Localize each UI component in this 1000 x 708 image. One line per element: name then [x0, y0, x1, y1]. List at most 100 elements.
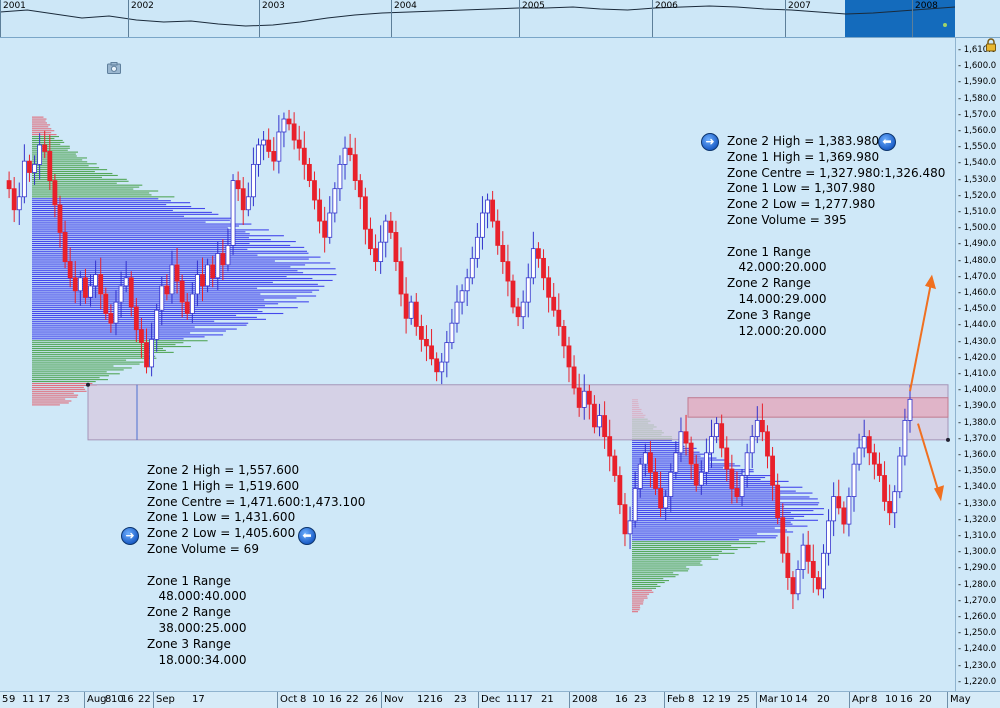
- profile-bar: [32, 266, 291, 268]
- candle-body: [530, 248, 536, 279]
- profile-bar: [32, 340, 208, 342]
- annotation-line: Zone Centre = 1,327.980:1,326.480: [727, 165, 946, 180]
- y-axis[interactable]: - 1,610.0 - 1,600.0 - 1,590.0 - 1,580.0 - 1,…: [955, 38, 1000, 691]
- profile-bar: [632, 535, 778, 537]
- y-tick-label: - 1,440.0: [958, 320, 997, 331]
- overview-year-label: 2004: [394, 1, 417, 11]
- profile-bar: [632, 459, 726, 461]
- profile-bar: [632, 471, 754, 473]
- chart-plot-area[interactable]: [0, 38, 955, 691]
- y-tick-label: - 1,610.0: [958, 44, 997, 55]
- candle-body: [220, 253, 226, 266]
- profile-bar: [32, 309, 258, 311]
- profile-bar: [32, 289, 320, 291]
- profile-bar: [32, 241, 296, 243]
- candle-body: [658, 488, 663, 509]
- candle-body: [759, 420, 765, 433]
- x-axis[interactable]: 5 9 11 17 23 Aug 8 10 16 22 Sep 17 Oct 8 10 16 22 26 Nov 12…: [0, 691, 1000, 708]
- profile-bar: [32, 318, 266, 320]
- candle-body: [327, 212, 333, 238]
- candle-body: [749, 436, 755, 454]
- candle-body: [296, 139, 302, 149]
- camera-icon[interactable]: [107, 62, 121, 74]
- profile-bar: [32, 136, 59, 138]
- profile-bar: [32, 229, 269, 231]
- annotation-line: 18.000:34.000: [147, 652, 247, 667]
- candle-body: [261, 139, 266, 146]
- profile-bar: [32, 196, 175, 198]
- candle-body: [108, 313, 114, 324]
- profile-bar: [32, 353, 144, 355]
- x-tick-label: 10: [885, 694, 898, 705]
- candle-body: [490, 199, 496, 222]
- profile-bar: [32, 165, 89, 167]
- y-tick-label: - 1,520.0: [958, 190, 997, 201]
- annotation-line: Zone 1 Low = 1,307.980: [727, 181, 876, 196]
- candle-body: [154, 309, 160, 340]
- profile-bar: [32, 155, 77, 157]
- y-tick-label: - 1,600.0: [958, 61, 997, 72]
- profile-bar: [632, 566, 687, 568]
- candle-body: [139, 329, 144, 344]
- candle-body: [576, 387, 582, 408]
- profile-bar: [632, 597, 648, 599]
- profile-bar: [632, 490, 796, 492]
- arrow-left-circle-icon[interactable]: ⬅: [298, 527, 316, 545]
- y-tick-label: - 1,240.0: [958, 644, 997, 655]
- candle-body: [841, 507, 847, 525]
- profile-bar: [632, 502, 820, 504]
- profile-bar: [632, 578, 664, 580]
- x-tick-label: Dec: [481, 694, 501, 705]
- profile-bar: [632, 552, 735, 554]
- arrow-left-circle-icon[interactable]: ⬅: [878, 133, 896, 151]
- candle-body: [480, 212, 485, 238]
- profile-bar: [32, 359, 127, 361]
- y-tick-label: - 1,350.0: [958, 466, 997, 477]
- profile-bar: [32, 176, 102, 178]
- candle-body: [32, 163, 37, 173]
- x-tick-label: 14: [795, 694, 808, 705]
- arrow-right-circle-icon[interactable]: ➜: [701, 133, 719, 151]
- profile-bar: [632, 607, 641, 609]
- profile-bar: [32, 351, 174, 353]
- profile-bar: [32, 326, 195, 328]
- profile-bar: [632, 465, 741, 467]
- profile-bar: [32, 209, 173, 212]
- profile-bar: [632, 508, 824, 510]
- profile-bar: [32, 169, 108, 171]
- profile-bar: [32, 299, 265, 301]
- y-tick-label: - 1,450.0: [958, 304, 997, 315]
- candle-body: [72, 277, 78, 292]
- x-month-separator: [947, 692, 948, 708]
- profile-bar: [32, 396, 78, 398]
- profile-bar: [32, 128, 52, 130]
- profile-bar: [632, 539, 739, 541]
- candle-body: [123, 277, 129, 287]
- candle-body: [266, 139, 272, 152]
- candle-body: [449, 322, 455, 344]
- candle-body: [301, 147, 307, 165]
- overview-year-label: 2006: [655, 1, 678, 11]
- profile-bar: [32, 402, 69, 404]
- candle-body: [62, 232, 68, 263]
- x-tick-label: 20: [817, 694, 830, 705]
- lock-icon[interactable]: [984, 38, 998, 52]
- overview-year-label: 2003: [262, 1, 285, 11]
- overview-navigator[interactable]: 2001 2002 2003 2004 2005 2006 2007 2008: [0, 0, 956, 38]
- arrow-right-circle-icon[interactable]: ➜: [121, 527, 139, 545]
- candle-body: [688, 442, 694, 465]
- annotation-line: Zone 2 Range: [147, 605, 231, 620]
- candle-body: [159, 285, 165, 311]
- candle-body: [388, 220, 394, 233]
- profile-bar: [32, 324, 247, 326]
- x-month-separator: [277, 692, 278, 708]
- candle-body: [663, 496, 669, 509]
- candle-body: [383, 220, 389, 243]
- profile-bar: [32, 303, 279, 305]
- candle-body: [83, 277, 88, 298]
- profile-bar: [32, 283, 318, 285]
- candle-body: [744, 452, 750, 476]
- profile-bar: [32, 227, 228, 229]
- candle-body: [429, 345, 434, 360]
- annotation-line: Zone Volume = 69: [147, 541, 259, 556]
